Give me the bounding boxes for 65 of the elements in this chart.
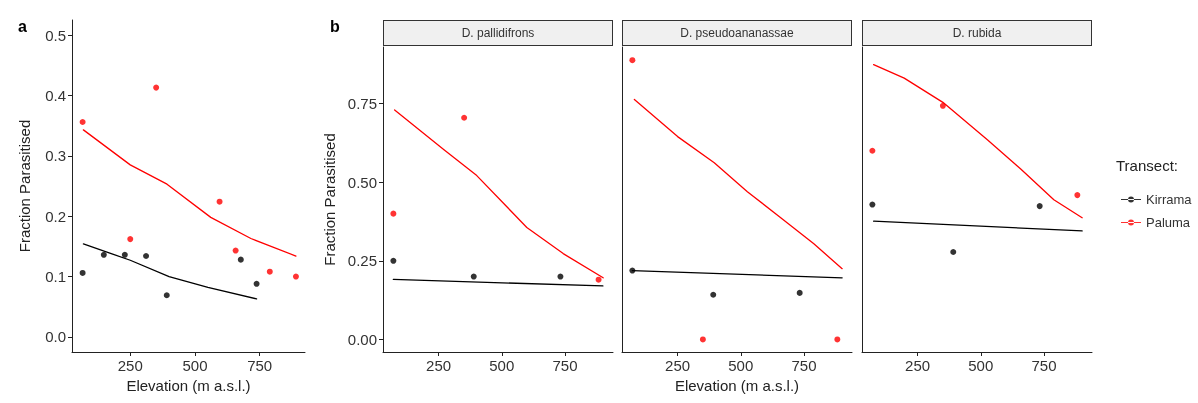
point <box>292 273 299 280</box>
point <box>869 147 876 154</box>
point <box>595 276 602 283</box>
point <box>834 336 841 343</box>
point <box>143 253 150 260</box>
y-tick-label: 0.4 <box>45 86 66 104</box>
text: a <box>18 17 27 35</box>
y-tick-label: 0.3 <box>45 147 66 165</box>
text: b <box>330 17 340 35</box>
point <box>253 280 260 287</box>
y-tick-label: 0.50 <box>347 173 377 191</box>
point <box>390 210 397 217</box>
y-tick-label: 0.00 <box>347 330 377 348</box>
point <box>237 256 244 263</box>
y-axis-title: Fraction Parasitised <box>320 133 338 266</box>
x-tick-label: 750 <box>247 357 273 374</box>
x-tick-label: 500 <box>728 357 754 374</box>
x-tick-label: 750 <box>1031 357 1057 374</box>
legend-title: Transect: <box>1116 157 1178 174</box>
legend-label: Paluma <box>1146 215 1191 230</box>
chart-title: D. pallidifrons <box>383 20 613 46</box>
x-tick-label: 750 <box>791 357 817 374</box>
point <box>390 257 397 264</box>
line-series <box>82 129 297 257</box>
point <box>1074 192 1081 199</box>
x-axis-title: Elevation (m a.s.l.) <box>126 376 251 394</box>
chart-title: D. rubida <box>862 20 1092 46</box>
legend-label: Kirrama <box>1146 192 1193 207</box>
y-tick-label: 0.25 <box>347 252 377 270</box>
point <box>796 289 803 296</box>
point <box>699 336 706 343</box>
x-tick-label: 500 <box>489 357 515 374</box>
point <box>461 114 468 121</box>
y-tick-label: 0.5 <box>45 26 66 44</box>
point <box>121 251 128 258</box>
y-tick-label: 0.2 <box>45 207 66 225</box>
point <box>79 119 86 126</box>
x-tick-label: 250 <box>665 357 691 374</box>
x-tick-label: 500 <box>182 357 208 374</box>
point <box>232 247 239 254</box>
x-tick-label: 250 <box>905 357 931 374</box>
chart-title: D. pseudoananassae <box>622 20 852 46</box>
point <box>100 251 107 258</box>
x-tick-label: 750 <box>552 357 578 374</box>
point <box>163 292 170 299</box>
point <box>629 57 636 64</box>
point <box>950 249 957 256</box>
point <box>216 198 223 205</box>
y-tick-label: 0.0 <box>45 328 66 346</box>
y-tick-label: 0.75 <box>347 95 377 113</box>
x-tick-label: 500 <box>968 357 994 374</box>
point <box>1036 203 1043 210</box>
y-tick-label: 0.1 <box>45 268 66 286</box>
line-series <box>82 243 258 300</box>
point <box>710 291 717 298</box>
point <box>79 269 86 276</box>
y-axis-title: Fraction Parasitised <box>16 119 33 253</box>
point <box>127 236 134 243</box>
point <box>266 268 273 275</box>
x-tick-label: 250 <box>426 357 452 374</box>
x-tick-label: 250 <box>117 357 143 374</box>
point <box>153 84 160 91</box>
point <box>869 201 876 208</box>
x-axis-title: Elevation (m a.s.l.) <box>674 376 800 394</box>
point <box>557 273 564 280</box>
